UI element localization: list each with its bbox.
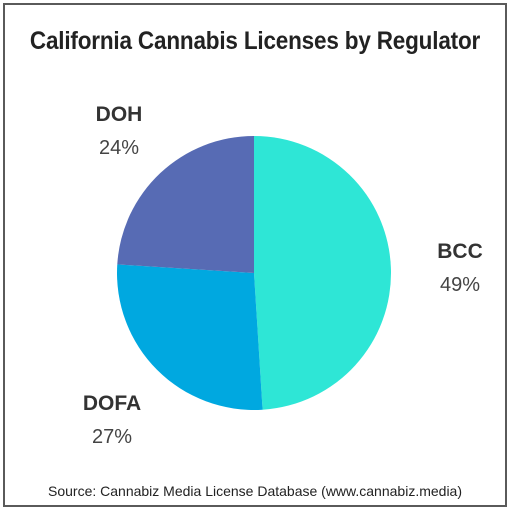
- slice-label-dofa: DOFA: [83, 392, 141, 415]
- source-note: Source: Cannabiz Media License Database …: [48, 483, 462, 499]
- slice-percent-bcc: 49%: [440, 274, 480, 296]
- pie-labels: BCC 49% DOFA 27% DOH 24%: [83, 103, 483, 448]
- pie-slice-bcc: [254, 136, 392, 410]
- pie-slices: [116, 136, 392, 411]
- slice-label-bcc: BCC: [437, 240, 483, 263]
- slice-percent-dofa: 27%: [92, 426, 132, 448]
- chart-title: California Cannabis Licenses by Regulato…: [29, 27, 481, 55]
- pie-slice-doh: [117, 136, 255, 273]
- slice-percent-doh: 24%: [99, 137, 139, 159]
- slice-label-doh: DOH: [96, 103, 143, 126]
- pie-slice-dofa: [116, 264, 263, 411]
